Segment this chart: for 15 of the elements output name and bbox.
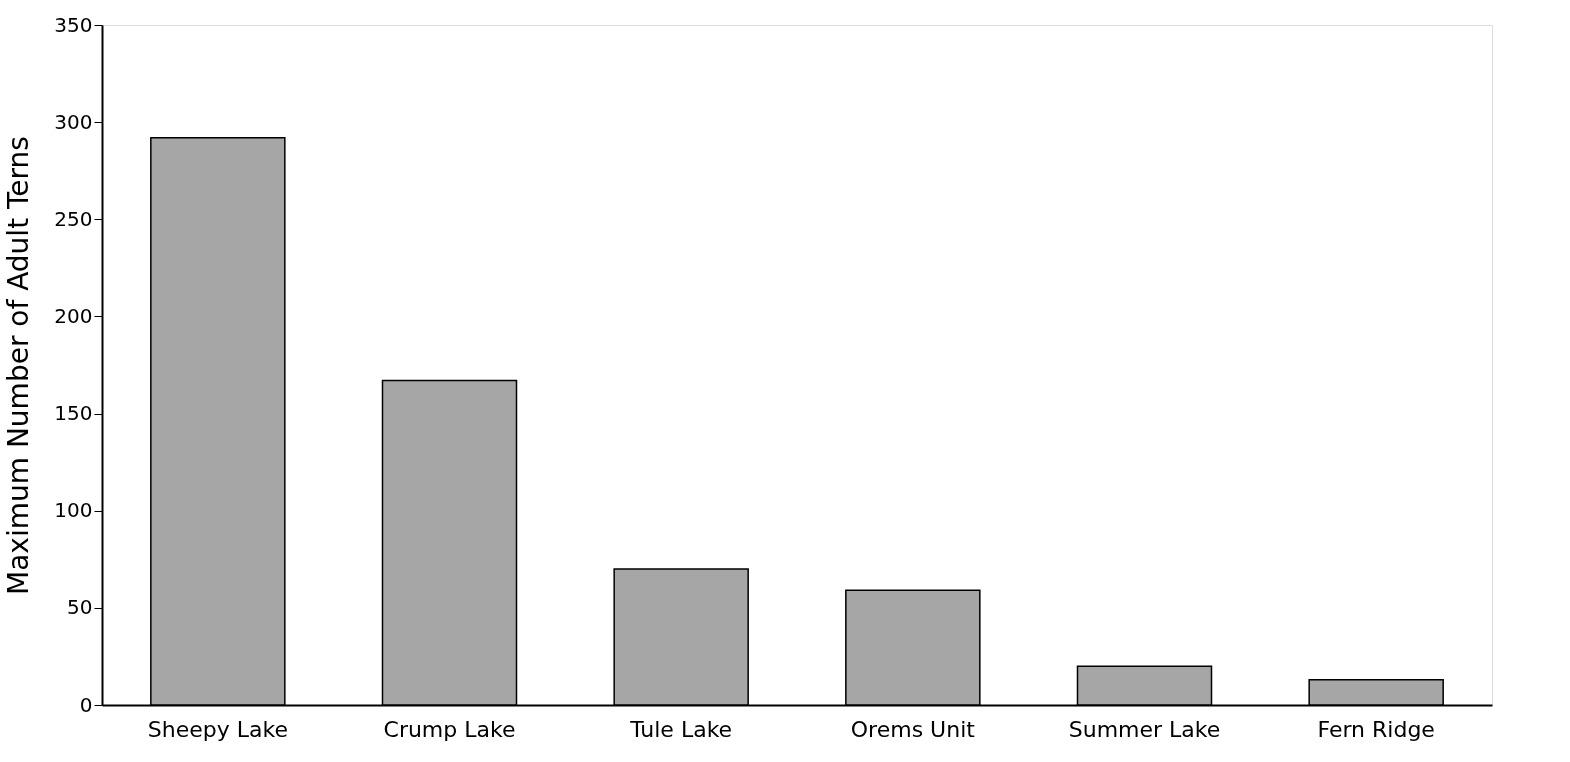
y-tick-label: 350 — [54, 12, 93, 37]
y-axis-title: Maximum Number of Adult Terns — [2, 136, 36, 595]
x-tick-label: Summer Lake — [1068, 716, 1221, 742]
y-tick-label: 300 — [54, 109, 93, 134]
x-tick-label: Crump Lake — [383, 716, 516, 742]
x-tick-label: Tule Lake — [629, 716, 733, 742]
y-tick-label: 150 — [54, 401, 93, 426]
x-tick-label: Sheepy Lake — [147, 716, 288, 742]
y-tick-label: 250 — [54, 206, 93, 231]
y-tick-label: 50 — [67, 595, 93, 620]
y-tick-label: 0 — [79, 692, 93, 717]
y-tick-label: 200 — [54, 303, 93, 328]
y-tick-label: 100 — [54, 498, 93, 523]
x-tick-label: Fern Ridge — [1317, 716, 1435, 742]
x-tick-label: Orems Unit — [850, 716, 976, 742]
